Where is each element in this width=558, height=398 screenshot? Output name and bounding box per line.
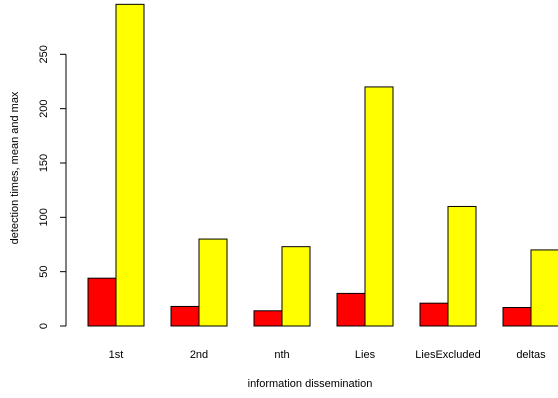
y-tick-label: 250 (38, 45, 50, 63)
bar-deltas-series-1 (502, 307, 532, 327)
x-tick-label: 2nd (190, 349, 208, 361)
y-tick-label: 100 (38, 208, 50, 226)
y-tick-label: 200 (38, 99, 50, 117)
x-tick-label: LiesExcluded (415, 349, 480, 361)
x-tick-label: Lies (355, 349, 376, 361)
bars-group (87, 3, 558, 327)
y-axis-title: detection times, mean and max (9, 91, 21, 244)
y-tick-label: 0 (38, 323, 50, 329)
bar-LiesExcluded-series-2 (447, 205, 477, 327)
x-tick-label: nth (274, 349, 289, 361)
y-axis: 0 50 100 150 200 250 (38, 45, 67, 329)
bar-2nd-series-2 (198, 238, 228, 327)
bar-1st-series-2 (115, 3, 145, 327)
y-tick-label: 50 (38, 266, 50, 278)
bar-Lies-series-1 (336, 292, 366, 327)
bar-1st-series-1 (87, 277, 117, 327)
x-axis-title: information dissemination (248, 378, 373, 390)
bar-LiesExcluded-series-1 (419, 302, 449, 327)
bar-Lies-series-2 (364, 86, 394, 327)
x-tick-label: deltas (516, 349, 546, 361)
bar-nth-series-2 (281, 246, 311, 327)
bar-2nd-series-1 (170, 305, 200, 327)
bar-deltas-series-2 (530, 249, 558, 327)
bar-nth-series-1 (253, 310, 283, 327)
x-tick-label: 1st (109, 349, 124, 361)
x-axis-labels: 1st 2nd nth Lies LiesExcluded deltas (109, 349, 547, 361)
y-tick-label: 150 (38, 154, 50, 172)
